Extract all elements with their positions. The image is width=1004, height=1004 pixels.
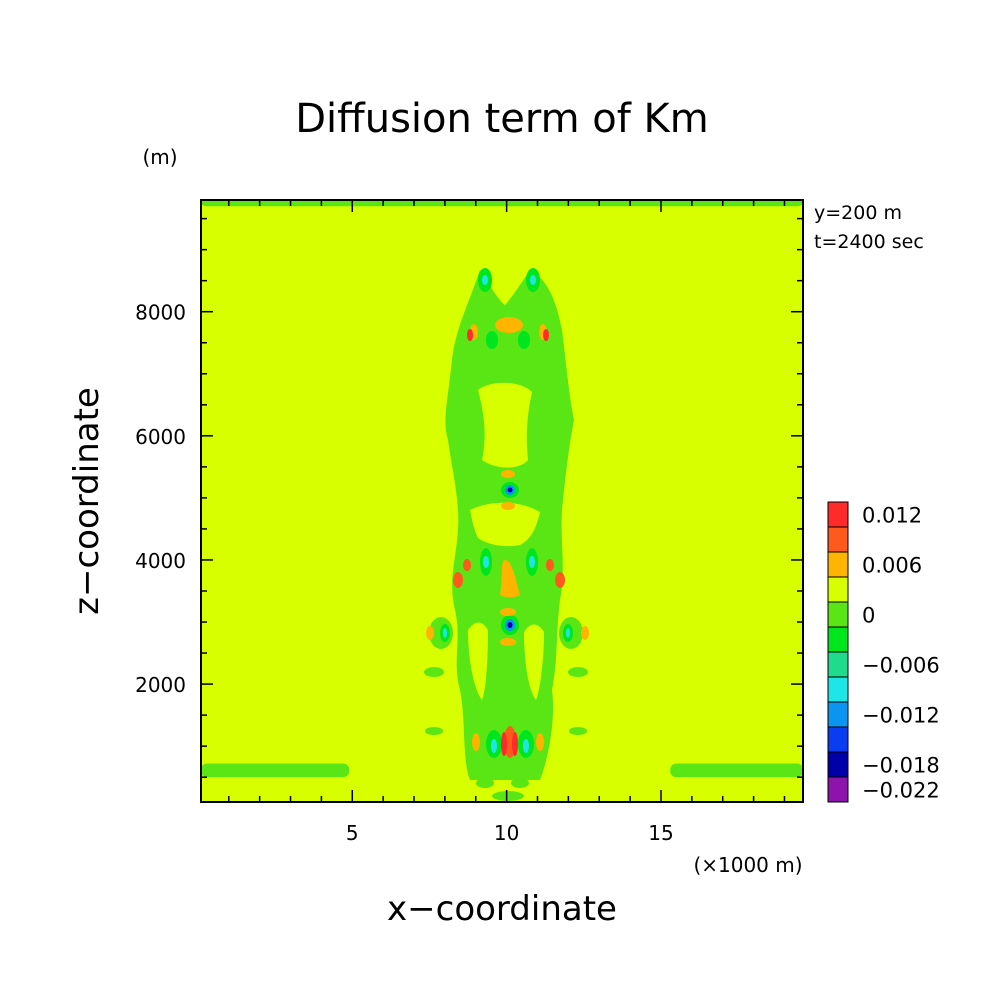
contour-hole — [524, 624, 544, 700]
contour-lobe — [569, 727, 587, 735]
contour-bands — [201, 200, 803, 778]
info-y-position: y=200 m — [814, 202, 902, 224]
contour-negative-core — [529, 556, 535, 568]
contour-band — [201, 763, 350, 778]
colorbar-swatch — [827, 576, 849, 603]
contour-band — [201, 200, 803, 207]
contour-negative-core — [507, 622, 513, 628]
contour-positive — [512, 732, 518, 756]
contour-features — [424, 268, 589, 801]
contour-positive — [546, 559, 554, 571]
plot-frame — [200, 199, 804, 803]
contour-core — [518, 331, 530, 349]
colorbar-swatch — [827, 701, 849, 728]
colorbar-swatch — [827, 551, 849, 578]
contour-lobe — [492, 791, 524, 801]
contour-hole — [470, 502, 540, 547]
contour-positive — [500, 560, 520, 598]
plot-area — [200, 199, 804, 803]
contour-negative-core — [443, 628, 447, 638]
colorbar-swatch — [827, 626, 849, 653]
contour-positive — [426, 626, 434, 640]
contour-positive — [501, 470, 515, 478]
colorbar-swatch — [827, 601, 849, 628]
colorbar-swatch — [827, 676, 849, 703]
contour-negative-core — [483, 556, 489, 568]
contour-positive — [543, 329, 549, 341]
contour-positive — [501, 732, 507, 756]
y-axis-ticks: 2000 4000 6000 8000 — [135, 217, 803, 778]
x-tick-label: 5 — [346, 821, 359, 845]
x-unit-label: (×1000 m) — [693, 853, 802, 877]
contour-positive — [463, 559, 471, 571]
colorbar-label: 0.006 — [862, 554, 922, 578]
contour-positive — [500, 638, 516, 646]
contour-negative-core — [566, 628, 570, 638]
x-tick-label: 15 — [648, 821, 673, 845]
colorbar-label: −0.012 — [862, 704, 940, 728]
colorbar-label: 0 — [862, 604, 875, 628]
contour-band — [670, 763, 803, 778]
colorbar-swatch — [827, 651, 849, 678]
contour-positive — [555, 572, 565, 588]
contour-lobe — [476, 778, 494, 788]
info-time: t=2400 sec — [814, 231, 924, 253]
y-tick-label: 2000 — [135, 673, 186, 697]
contour-negative-core — [482, 275, 488, 285]
contour-positive — [501, 502, 515, 510]
y-axis-title: z−coordinate — [67, 387, 107, 615]
colorbar-label: −0.006 — [862, 654, 940, 678]
contour-lobe — [568, 667, 588, 677]
colorbar-swatch — [827, 776, 849, 803]
x-axis-ticks: 5 10 15 — [228, 200, 786, 845]
y-tick-label: 4000 — [135, 549, 186, 573]
contour-positive — [581, 626, 589, 640]
contour-positive — [453, 572, 463, 588]
colorbar: 0.012 0.006 0 −0.006 −0.012 −0.018−0.022 — [827, 501, 940, 803]
colorbar-label: −0.018 — [862, 754, 940, 778]
contour-core — [486, 331, 498, 349]
x-axis-title: x−coordinate — [387, 889, 617, 929]
contour-hole — [468, 622, 488, 700]
colorbar-label: 0.012 — [862, 504, 922, 528]
chart-title: Diffusion term of Km — [295, 96, 709, 142]
contour-lobe — [511, 778, 529, 788]
contour-positive — [495, 317, 523, 333]
colorbar-swatch — [827, 526, 849, 553]
contour-negative-core — [507, 487, 513, 493]
contour-negative-core — [530, 275, 536, 285]
y-tick-label: 8000 — [135, 301, 186, 325]
contour-positive — [467, 329, 473, 341]
colorbar-swatch — [827, 501, 849, 528]
y-unit-label: (m) — [142, 145, 177, 169]
contour-negative-core — [491, 739, 497, 753]
contour-positive — [472, 733, 480, 751]
contour-lobe — [424, 667, 444, 677]
contour-positive — [500, 608, 516, 616]
contour-hole — [478, 382, 532, 468]
contour-lobe — [425, 727, 443, 735]
y-tick-label: 6000 — [135, 425, 186, 449]
colorbar-label: −0.022 — [862, 779, 940, 803]
colorbar-swatch — [827, 726, 849, 753]
colorbar-swatch — [827, 751, 849, 778]
x-tick-label: 10 — [494, 821, 519, 845]
contour-positive — [536, 733, 544, 751]
contour-negative-core — [523, 739, 529, 753]
